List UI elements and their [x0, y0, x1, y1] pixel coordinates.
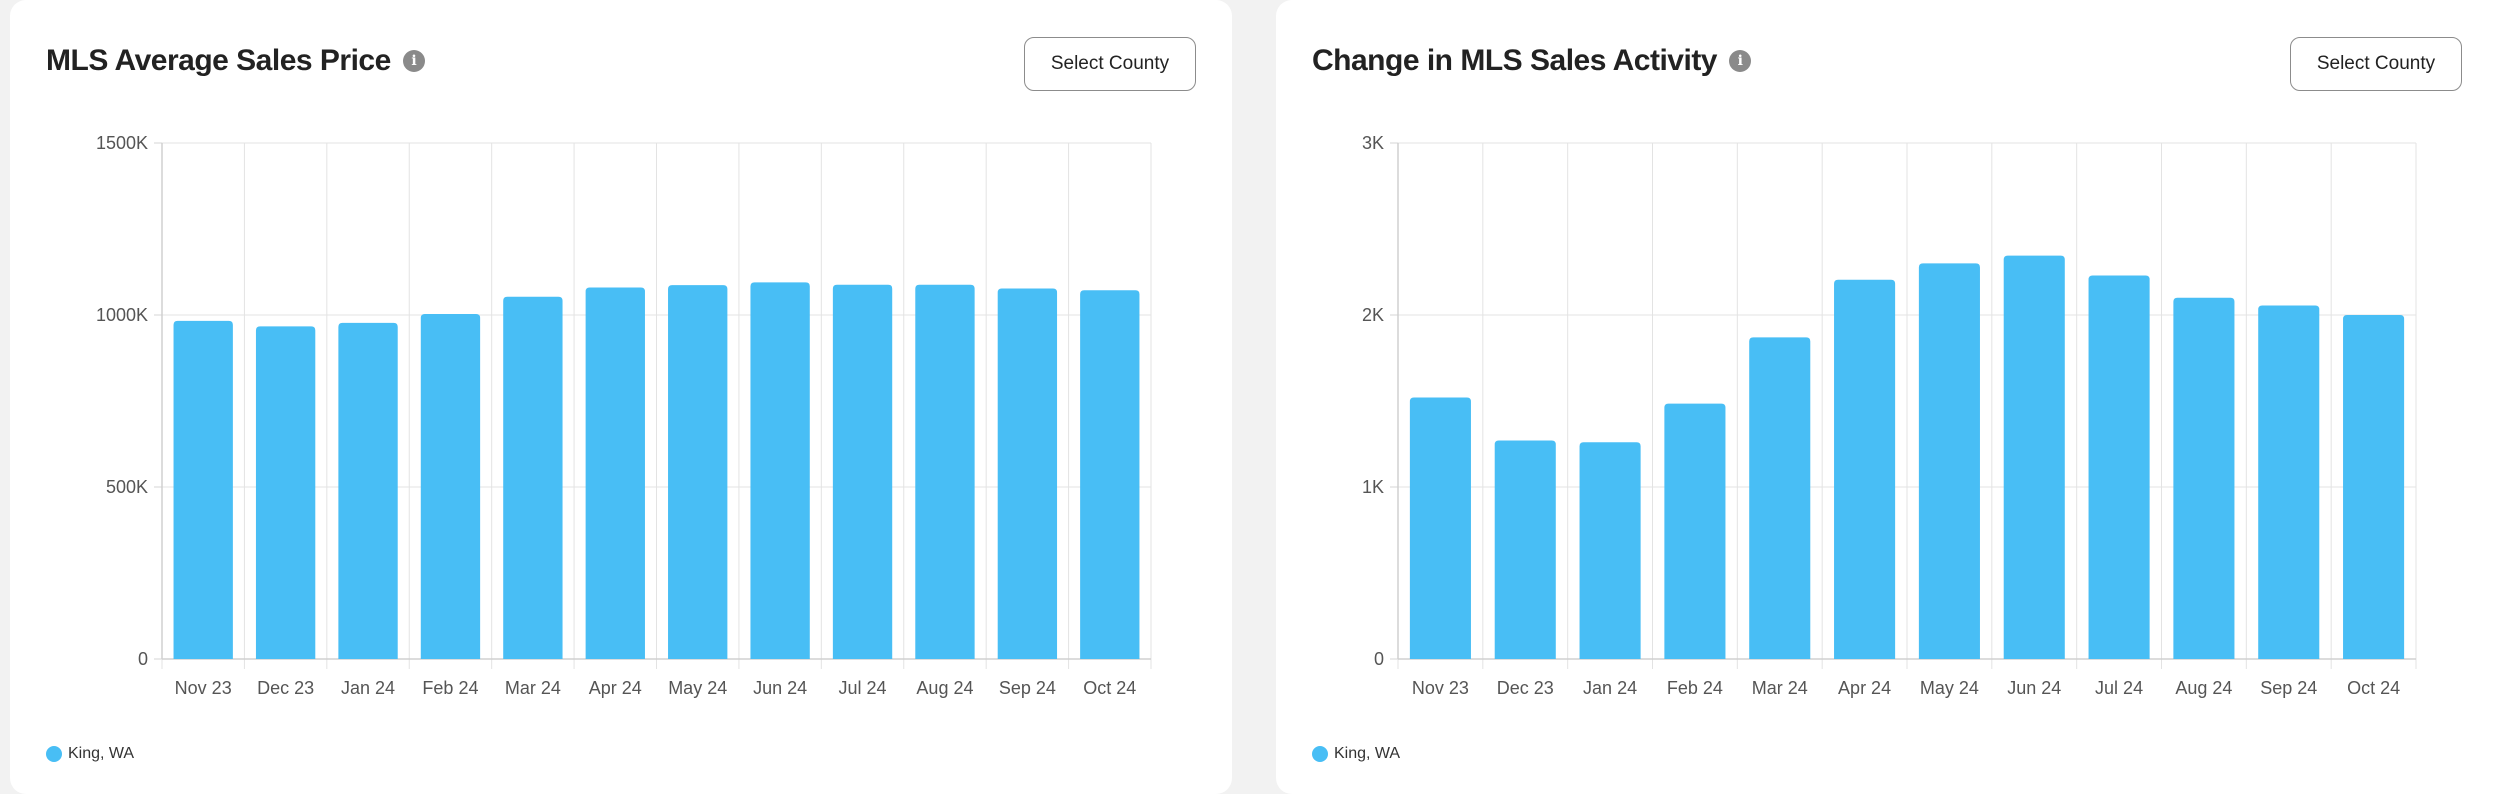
bar [2173, 297, 2235, 659]
x-tick-label: Aug 24 [916, 678, 973, 698]
legend[interactable]: King, WA [1312, 745, 1400, 763]
x-tick-label: Sep 24 [999, 678, 1056, 698]
x-tick-label: Apr 24 [1838, 678, 1891, 698]
bar [2343, 315, 2405, 659]
bar [1494, 440, 1556, 659]
chart-title-wrap: Change in MLS Sales Activity i [1312, 44, 1751, 78]
x-tick-label: Feb 24 [1667, 678, 1723, 698]
x-tick-label: Dec 23 [1497, 678, 1554, 698]
y-tick-label: 1K [1362, 477, 1384, 497]
info-icon[interactable]: i [402, 50, 425, 72]
x-tick-label: Mar 24 [1752, 678, 1808, 698]
bar [1409, 397, 1471, 659]
y-tick-label: 1000K [96, 305, 148, 325]
sales-activity-chart: 0 1K 2K 3K Nov 23 Dec 23 Jan 24 Feb 24 Mar 24 Apr… [1362, 133, 2417, 698]
legend-label: King, WA [68, 745, 135, 762]
chart-title: MLS Average Sales Price [46, 44, 391, 77]
x-tick-label: Jun 24 [753, 678, 807, 698]
x-tick-label: Jan 24 [1583, 678, 1637, 698]
y-tick-label: 2K [1362, 305, 1384, 325]
bar [255, 326, 316, 659]
x-tick-label: Feb 24 [422, 678, 478, 698]
bar [2088, 275, 2150, 659]
x-tick-label: Apr 24 [589, 678, 642, 698]
x-tick-label: May 24 [668, 678, 727, 698]
x-tick-label: Jul 24 [839, 678, 887, 698]
bar [750, 282, 810, 659]
x-tick-label: Oct 24 [1083, 678, 1136, 698]
bar [1664, 403, 1726, 659]
y-tick-label: 0 [138, 649, 148, 669]
x-tick-label: Jul 24 [2095, 678, 2143, 698]
bar [173, 320, 233, 659]
x-tick-label: Aug 24 [2175, 678, 2232, 698]
bar [2003, 255, 2065, 659]
legend-swatch [1312, 746, 1328, 762]
x-tick-label: Nov 23 [1412, 678, 1469, 698]
x-tick-label: Nov 23 [175, 678, 232, 698]
bar [1918, 263, 1980, 659]
legend-label: King, WA [1334, 745, 1401, 762]
bar [1579, 442, 1641, 659]
sales-price-card: MLS Average Sales Price i Select County … [10, 0, 1232, 794]
bar [338, 322, 398, 659]
x-tick-label: Dec 23 [257, 678, 314, 698]
sales-activity-card: Change in MLS Sales Activity i Select Co… [1276, 0, 2498, 794]
x-tick-label: Mar 24 [505, 678, 561, 698]
select-county-button[interactable]: Select County [1024, 37, 1196, 91]
y-tick-label: 500K [106, 477, 148, 497]
legend[interactable]: King, WA [46, 745, 134, 763]
x-tick-label: Oct 24 [2347, 678, 2400, 698]
bar [585, 287, 645, 659]
bar [1834, 279, 1896, 659]
info-icon[interactable]: i [1729, 50, 1751, 72]
y-tick-label: 3K [1362, 133, 1384, 153]
bar [2258, 305, 2320, 659]
legend-swatch [46, 746, 62, 762]
y-tick-label: 0 [1374, 649, 1384, 669]
x-tick-label: Jan 24 [341, 678, 395, 698]
chart-title-wrap: MLS Average Sales Price i [46, 44, 425, 78]
bar [420, 313, 481, 659]
select-county-button[interactable]: Select County [2290, 37, 2462, 91]
x-tick-label: Sep 24 [2260, 678, 2317, 698]
bar [503, 296, 563, 659]
sales-price-chart: 0 500K 1000K 1500K Nov 23 Dec 23 Jan 24 Feb 24 M… [96, 133, 1152, 698]
bar [832, 284, 893, 659]
x-tick-label: May 24 [1920, 678, 1979, 698]
bar [1749, 337, 1811, 659]
bar [668, 285, 728, 659]
x-tick-label: Jun 24 [2007, 678, 2061, 698]
bar [915, 284, 975, 659]
bar [997, 288, 1058, 659]
chart-title: Change in MLS Sales Activity [1312, 44, 1718, 77]
y-tick-label: 1500K [96, 133, 148, 153]
bar [1080, 290, 1140, 659]
